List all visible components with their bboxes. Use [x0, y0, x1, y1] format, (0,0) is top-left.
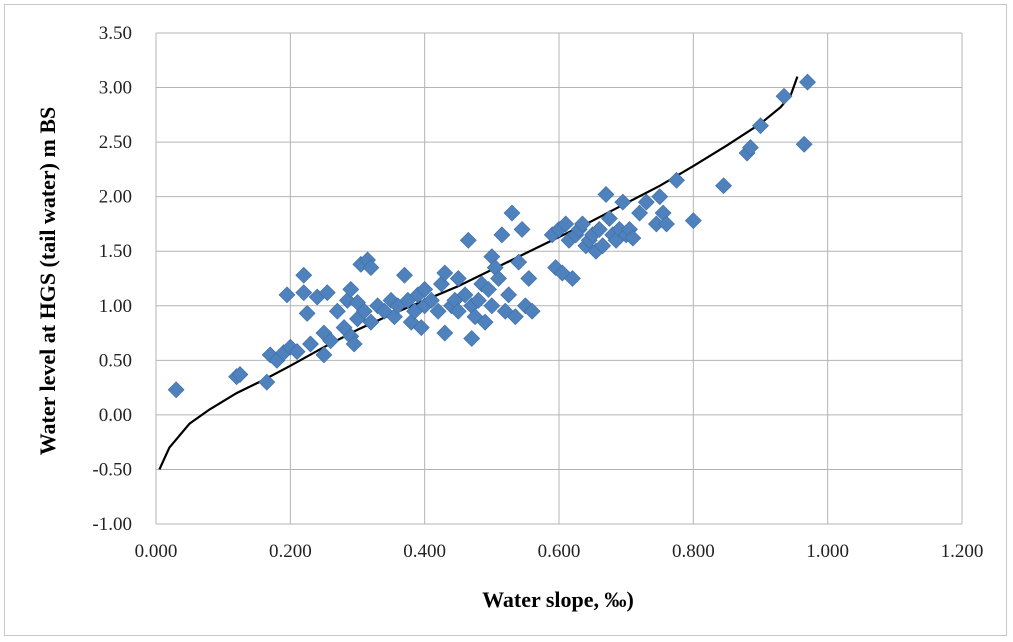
data-point — [752, 117, 769, 135]
data-point — [362, 313, 380, 331]
data-point — [362, 259, 380, 277]
x-tick-label: 1.200 — [941, 541, 984, 562]
data-point — [456, 286, 474, 304]
data-point — [328, 302, 346, 320]
data-point — [318, 284, 336, 302]
data-points — [167, 73, 816, 399]
data-point — [795, 135, 813, 153]
x-axis-title: Water slope, ‰) — [482, 587, 634, 612]
data-point — [476, 313, 494, 331]
data-point — [506, 308, 524, 326]
data-point — [510, 253, 528, 271]
data-point — [483, 297, 501, 315]
y-tick-labels: -1.00 -0.50 0.00 0.50 1.00 1.50 2.00 2.50 3.00 3.… — [92, 23, 132, 535]
data-point — [355, 302, 373, 320]
data-point — [436, 264, 454, 282]
y-axis-title: Water level at HGS (tail water) m BS — [35, 107, 60, 455]
data-point — [459, 231, 477, 249]
y-tick-label: 3.00 — [99, 78, 132, 99]
data-point — [412, 319, 430, 337]
data-point — [742, 139, 759, 156]
data-point — [600, 210, 618, 227]
y-tick-label: 2.00 — [99, 187, 132, 208]
x-tick-label: 0.400 — [403, 541, 446, 562]
data-point — [295, 284, 313, 302]
data-point — [345, 335, 363, 353]
data-point — [493, 226, 511, 244]
x-tick-label: 0.200 — [269, 541, 312, 562]
chart-frame — [4, 4, 1007, 636]
data-point — [342, 280, 360, 298]
data-point — [436, 324, 454, 342]
data-point — [614, 193, 632, 211]
gridlines — [155, 32, 963, 525]
data-point — [295, 266, 313, 284]
y-tick-label: 2.50 — [99, 132, 132, 153]
data-point — [231, 366, 249, 383]
data-point — [322, 332, 340, 350]
data-point — [574, 215, 591, 233]
data-point — [288, 343, 306, 361]
data-point — [315, 346, 333, 364]
data-point — [258, 373, 276, 391]
y-tick-label: 3.50 — [99, 23, 132, 44]
data-point — [167, 381, 185, 399]
y-tick-label: 0.00 — [99, 405, 132, 426]
data-point — [429, 302, 447, 320]
data-point — [651, 188, 669, 206]
data-point — [449, 270, 467, 287]
data-point — [594, 237, 612, 255]
data-point — [799, 73, 816, 91]
data-point — [469, 291, 487, 309]
data-point — [490, 270, 507, 287]
x-tick-label: 0.600 — [538, 541, 581, 562]
data-point — [520, 270, 538, 287]
data-point — [631, 204, 649, 222]
data-point — [775, 87, 793, 105]
data-point — [564, 270, 581, 287]
trendline-group — [158, 76, 799, 470]
data-point — [637, 193, 655, 211]
data-point — [668, 171, 685, 189]
data-point — [513, 220, 531, 238]
data-point — [463, 330, 481, 347]
trendline — [158, 76, 799, 470]
data-point — [715, 177, 732, 195]
y-tick-label: 1.00 — [99, 296, 132, 317]
x-tick-label: 1.000 — [806, 541, 849, 562]
data-point — [500, 286, 518, 304]
data-point — [684, 212, 702, 230]
data-point — [597, 186, 615, 203]
x-tick-labels: 0.000 0.200 0.400 0.600 0.800 1.000 1.200 — [135, 541, 984, 562]
data-point — [480, 280, 497, 298]
y-tick-label: 1.50 — [99, 241, 132, 262]
data-point — [658, 215, 675, 233]
y-tick-label: -0.50 — [92, 459, 132, 480]
data-point — [449, 302, 467, 320]
data-point — [523, 302, 541, 320]
data-point — [557, 215, 575, 233]
data-point — [590, 220, 608, 238]
data-point — [422, 291, 440, 309]
data-point — [302, 335, 319, 353]
x-tick-label: 0.000 — [135, 541, 178, 562]
data-point — [624, 229, 642, 247]
data-point — [503, 204, 521, 222]
x-tick-label: 0.800 — [672, 541, 715, 562]
data-point — [298, 304, 316, 322]
data-point — [278, 286, 296, 304]
data-point — [396, 266, 413, 284]
y-tick-label: 0.50 — [99, 350, 132, 371]
y-tick-label: -1.00 — [92, 514, 132, 535]
